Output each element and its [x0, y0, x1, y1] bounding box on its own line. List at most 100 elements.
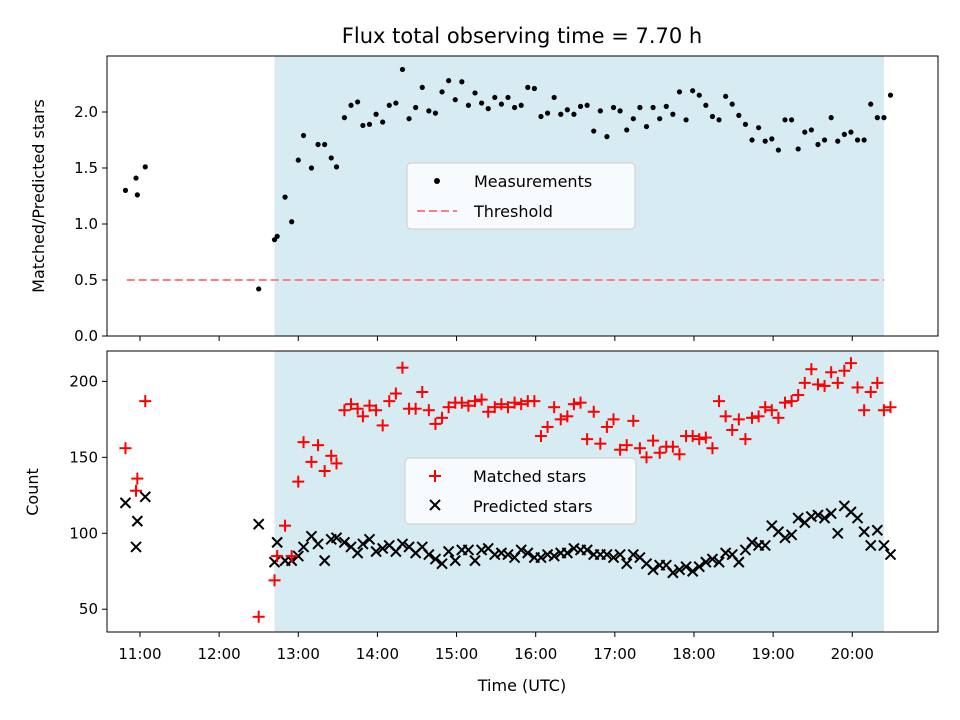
x-stroke: [634, 551, 646, 564]
x-stroke: [686, 565, 699, 577]
x-tick-label: 14:00: [356, 645, 399, 663]
matched-star-point: [396, 361, 409, 374]
x-stroke: [345, 541, 357, 553]
matched-star-point: [884, 401, 897, 414]
predicted-star-point: [535, 551, 547, 564]
measurement-point: [511, 104, 518, 111]
measurement-point: [531, 85, 537, 92]
measurement-point: [133, 175, 139, 181]
x-stroke: [403, 541, 415, 553]
predicted-star-point: [614, 548, 626, 561]
matched-star-point: [713, 395, 726, 408]
predicted-star-point: [252, 518, 265, 530]
matched-star-point: [409, 402, 422, 415]
measurement-point: [393, 100, 399, 106]
x-stroke: [805, 510, 818, 523]
top-y-tick-label: 1.0: [74, 215, 98, 233]
measurement-point: [571, 111, 577, 117]
x-stroke: [779, 532, 791, 544]
predicted-star-point: [680, 560, 692, 573]
predicted-star-point: [363, 533, 376, 546]
x-stroke: [423, 548, 435, 561]
x-stroke: [851, 512, 864, 524]
matched-star-point: [627, 414, 640, 427]
bottom-y-tick-label: 100: [69, 524, 98, 542]
measurement-point: [360, 122, 366, 129]
matched-star-point: [130, 484, 143, 497]
predicted-star-point: [429, 553, 442, 565]
measurement-point: [282, 194, 288, 200]
x-stroke: [119, 497, 132, 509]
x-stroke: [627, 548, 640, 561]
x-stroke: [620, 557, 633, 570]
predicted-star-point: [865, 539, 877, 552]
x-stroke: [482, 542, 494, 555]
matched-star-point: [732, 413, 745, 426]
matched-star-point: [620, 439, 633, 452]
measurement-point: [868, 101, 874, 107]
x-stroke: [469, 554, 481, 567]
matched-star-point: [798, 376, 811, 389]
matched-star-point: [838, 364, 851, 377]
matched-star-point: [825, 366, 838, 379]
x-stroke: [522, 547, 534, 559]
measurement-point: [835, 138, 841, 144]
predicted-star-point: [495, 547, 508, 559]
x-stroke: [706, 553, 719, 565]
matched-star-point: [600, 420, 613, 433]
measurement-point: [821, 137, 828, 143]
predicted-star-point: [785, 529, 798, 541]
matched-star-point: [370, 404, 383, 417]
measurement-point: [584, 102, 590, 108]
top-legend-box: [406, 162, 636, 230]
measurement-point: [703, 102, 709, 108]
x-stroke: [271, 536, 283, 549]
x-tick-label: 13:00: [277, 645, 320, 663]
matched-star-point: [640, 451, 653, 464]
predicted-star-point: [700, 556, 712, 568]
predicted-star-point: [733, 556, 745, 568]
x-stroke: [252, 518, 265, 530]
measurement-point: [492, 94, 498, 101]
x-stroke: [297, 541, 310, 553]
x-stroke: [832, 527, 844, 539]
measurement-point: [452, 97, 458, 103]
x-stroke: [449, 554, 461, 567]
matched-star-point: [653, 446, 666, 459]
x-stroke: [495, 547, 508, 559]
predicted-star-point: [667, 567, 679, 579]
measurement-point: [887, 92, 894, 98]
matched-star-point: [351, 402, 364, 415]
x-stroke: [759, 539, 771, 552]
matched-star-point: [844, 357, 857, 370]
x-stroke: [766, 519, 778, 532]
matched-star-point: [389, 387, 402, 400]
measurement-point: [366, 121, 373, 127]
predicted-star-point: [548, 550, 560, 562]
measurement-point: [861, 137, 867, 143]
measurement-point: [308, 165, 315, 171]
matched-star-point: [554, 413, 567, 426]
x-stroke: [139, 491, 151, 503]
measurement-point: [134, 192, 140, 198]
bottom-legend: Matched stars Predicted stars: [404, 457, 637, 525]
x-stroke: [442, 545, 455, 558]
matched-star-point: [376, 419, 389, 432]
x-stroke: [647, 564, 659, 576]
measurement-point: [756, 125, 762, 131]
x-stroke: [719, 547, 732, 559]
matched-star-point: [752, 410, 765, 423]
x-stroke: [462, 544, 475, 556]
measurement-point: [663, 103, 669, 109]
predicted-stars-points: [119, 491, 897, 579]
matched-star-point: [567, 398, 580, 411]
legend-measurements-label: Measurements: [474, 172, 592, 191]
measurement-point: [769, 136, 775, 142]
x-stroke: [858, 526, 870, 538]
measurement-point: [558, 111, 564, 117]
matched-star-point: [778, 396, 791, 409]
measurement-point: [762, 138, 768, 144]
predicted-star-point: [312, 538, 324, 550]
top-y-axis-ticks: 0.0 0.5 1.0 1.5 2.0: [74, 103, 107, 345]
x-stroke: [376, 542, 389, 555]
